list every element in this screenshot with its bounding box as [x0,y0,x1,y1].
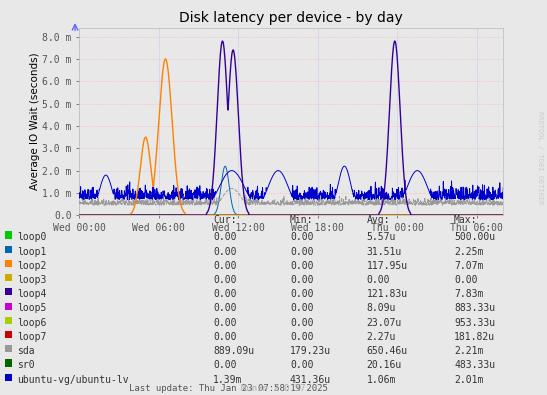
Text: 0.00: 0.00 [213,360,237,371]
Text: loop4: loop4 [18,289,47,299]
Text: 0.00: 0.00 [290,289,313,299]
Text: 0.00: 0.00 [290,232,313,243]
Text: 0.00: 0.00 [290,303,313,314]
Text: 0.00: 0.00 [213,318,237,328]
Text: sr0: sr0 [18,360,35,371]
Text: 23.07u: 23.07u [366,318,401,328]
Text: 0.00: 0.00 [213,232,237,243]
Text: 181.82u: 181.82u [454,332,495,342]
Text: 0.00: 0.00 [213,246,237,257]
Text: 31.51u: 31.51u [366,246,401,257]
Text: 121.83u: 121.83u [366,289,408,299]
Text: 1.39m: 1.39m [213,374,243,385]
Text: 0.00: 0.00 [290,318,313,328]
Text: 117.95u: 117.95u [366,261,408,271]
Text: 2.25m: 2.25m [454,246,484,257]
Text: 0.00: 0.00 [213,275,237,285]
Text: 2.01m: 2.01m [454,374,484,385]
Text: 0.00: 0.00 [213,289,237,299]
Text: loop6: loop6 [18,318,47,328]
Text: loop7: loop7 [18,332,47,342]
Text: 0.00: 0.00 [290,261,313,271]
Text: 883.33u: 883.33u [454,303,495,314]
Text: 1.06m: 1.06m [366,374,396,385]
Text: loop2: loop2 [18,261,47,271]
Text: Cur:: Cur: [213,215,237,225]
Text: Max:: Max: [454,215,478,225]
Y-axis label: Average IO Wait (seconds): Average IO Wait (seconds) [30,53,39,190]
Title: Disk latency per device - by day: Disk latency per device - by day [179,11,403,25]
Text: 2.27u: 2.27u [366,332,396,342]
Text: 889.09u: 889.09u [213,346,254,356]
Text: loop0: loop0 [18,232,47,243]
Text: 431.36u: 431.36u [290,374,331,385]
Text: loop1: loop1 [18,246,47,257]
Text: 0.00: 0.00 [213,303,237,314]
Text: loop3: loop3 [18,275,47,285]
Text: Avg:: Avg: [366,215,390,225]
Text: 483.33u: 483.33u [454,360,495,371]
Text: 0.00: 0.00 [366,275,390,285]
Text: 8.09u: 8.09u [366,303,396,314]
Text: 179.23u: 179.23u [290,346,331,356]
Text: RRDTOOL / TOBI OETIKER: RRDTOOL / TOBI OETIKER [537,111,543,205]
Text: 0.00: 0.00 [454,275,478,285]
Text: 5.57u: 5.57u [366,232,396,243]
Text: 650.46u: 650.46u [366,346,408,356]
Text: 2.21m: 2.21m [454,346,484,356]
Text: sda: sda [18,346,35,356]
Text: Min:: Min: [290,215,313,225]
Text: 7.83m: 7.83m [454,289,484,299]
Text: 500.00u: 500.00u [454,232,495,243]
Text: 0.00: 0.00 [290,332,313,342]
Text: 0.00: 0.00 [290,246,313,257]
Text: 0.00: 0.00 [213,261,237,271]
Text: Last update: Thu Jan 23 07:58:19 2025: Last update: Thu Jan 23 07:58:19 2025 [129,384,328,393]
Text: 953.33u: 953.33u [454,318,495,328]
Text: 7.07m: 7.07m [454,261,484,271]
Text: 20.16u: 20.16u [366,360,401,371]
Text: 0.00: 0.00 [290,275,313,285]
Text: ubuntu-vg/ubuntu-lv: ubuntu-vg/ubuntu-lv [18,374,129,385]
Text: 0.00: 0.00 [290,360,313,371]
Text: Munin 2.0.57: Munin 2.0.57 [241,384,306,393]
Text: loop5: loop5 [18,303,47,314]
Text: 0.00: 0.00 [213,332,237,342]
